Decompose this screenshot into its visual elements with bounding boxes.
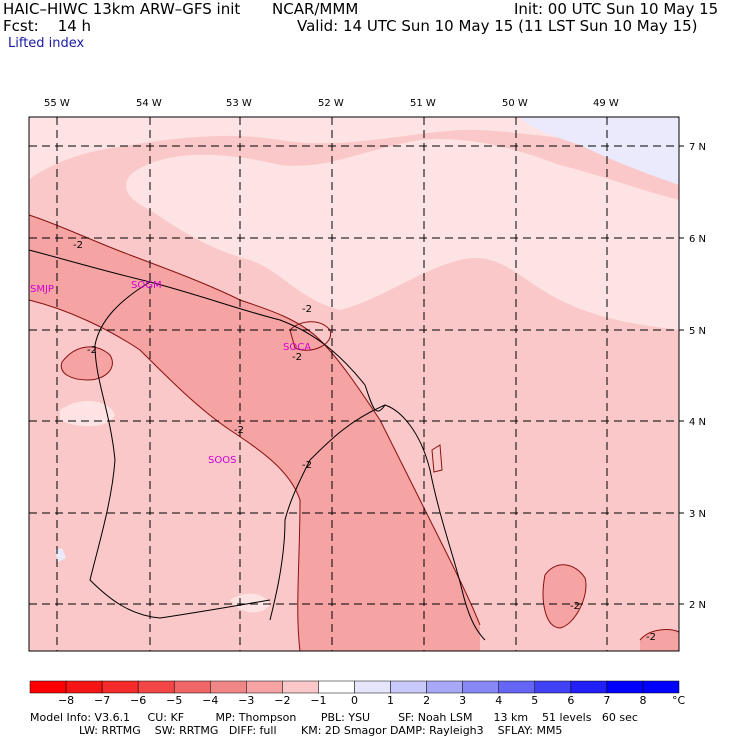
colorbar-swatch [390,680,427,694]
colorbar-swatch [498,680,536,694]
field-negative-blob-west [61,346,113,380]
field-white-patch-1 [60,400,115,427]
station-label: SMJP [30,284,54,295]
center-label: NCAR/MMM [272,0,359,18]
init-time: Init: 00 UTC Sun 10 May 15 [514,0,719,18]
lat-label: 3 N [689,509,706,520]
colorbar-tick-label: −4 [202,694,218,707]
colorbar-tick-label: 3 [459,694,466,707]
colorbar-swatch [173,680,211,694]
map-frame [28,116,680,652]
field-blue-region [520,117,679,185]
colorbar-tick-label: 8 [639,694,646,707]
colorbar-swatch [137,680,175,694]
model-title: HAIC–HIWC 13km ARW–GFS init [3,0,241,18]
contour-label: -2 [570,601,580,612]
colorbar-swatch [606,680,644,694]
lat-label: 2 N [689,600,706,611]
colorbar-tick-label: −8 [58,694,74,707]
lat-label: 6 N [689,234,706,245]
lat-lon-grid [29,117,679,651]
colorbar-tick-label: 2 [423,694,430,707]
colorbar-tick-label: 4 [495,694,502,707]
colorbar-tick-label: −7 [94,694,110,707]
field-negative-band [29,215,480,651]
coastline-borders [28,249,486,641]
lat-label: 4 N [689,417,706,428]
colorbar [29,680,680,694]
forecast-hour: Fcst: 14 h [3,17,92,35]
lon-label: 54 W [136,98,162,109]
colorbar-tick-label: −3 [238,694,254,707]
colorbar-swatch [354,680,391,694]
field-light-region-north [126,139,679,330]
model-info-line1: Model Info: V3.6.1 CU: KF MP: Thompson P… [30,711,638,724]
field-name: Lifted index [8,36,85,51]
contour-label: -2 [292,352,302,363]
lon-label: 55 W [44,98,70,109]
contour-label: -2 [302,304,312,315]
colorbar-swatch [318,680,355,694]
colorbar-tick-label: 7 [603,694,610,707]
contour-label: -2 [234,425,244,436]
contour-label: -2 [87,345,97,356]
colorbar-swatch [29,680,67,694]
colorbar-swatch [246,680,283,694]
field-negative-blob-se [640,629,679,651]
colorbar-tick-label: 5 [531,694,538,707]
colorbar-tick-label: −2 [274,694,290,707]
contour-lines [28,214,680,652]
colorbar-swatch [101,680,139,694]
colorbar-swatch [210,680,247,694]
colorbar-swatch [282,680,319,694]
colorbar-tick-label: −1 [310,694,326,707]
colorbar-unit: °C [672,694,686,707]
contour-label: -2 [73,240,83,251]
colorbar-tick-label: −6 [130,694,146,707]
colorbar-tick-label: −5 [166,694,182,707]
colorbar-swatch [462,680,499,694]
lon-label: 52 W [318,98,344,109]
colorbar-swatch [642,680,680,694]
colorbar-swatch [65,680,103,694]
lon-label: 49 W [593,98,619,109]
colorbar-swatch [570,680,608,694]
colorbar-tick-label: 6 [567,694,574,707]
contour-label: -2 [302,460,312,471]
colorbar-tick-label: 1 [387,694,394,707]
station-label: SOOS [208,455,236,466]
contour-label: -2 [646,632,656,643]
field-negative-blob-east [543,564,586,628]
station-label: SOGM [131,280,162,291]
lat-label: 7 N [689,142,706,153]
lon-label: 51 W [410,98,436,109]
valid-time: Valid: 14 UTC Sun 10 May 15 (11 LST Sun … [297,17,698,35]
lon-label: 50 W [502,98,528,109]
station-label: SOCA [283,342,311,353]
colorbar-swatch [534,680,572,694]
colorbar-tick-label: 0 [351,694,358,707]
model-info-line2: LW: RRTMG SW: RRTMG DIFF: full KM: 2D Sm… [30,724,563,737]
lon-label: 53 W [226,98,252,109]
lat-label: 5 N [689,326,706,337]
field-blue-speck [55,548,66,562]
colorbar-swatch [426,680,463,694]
